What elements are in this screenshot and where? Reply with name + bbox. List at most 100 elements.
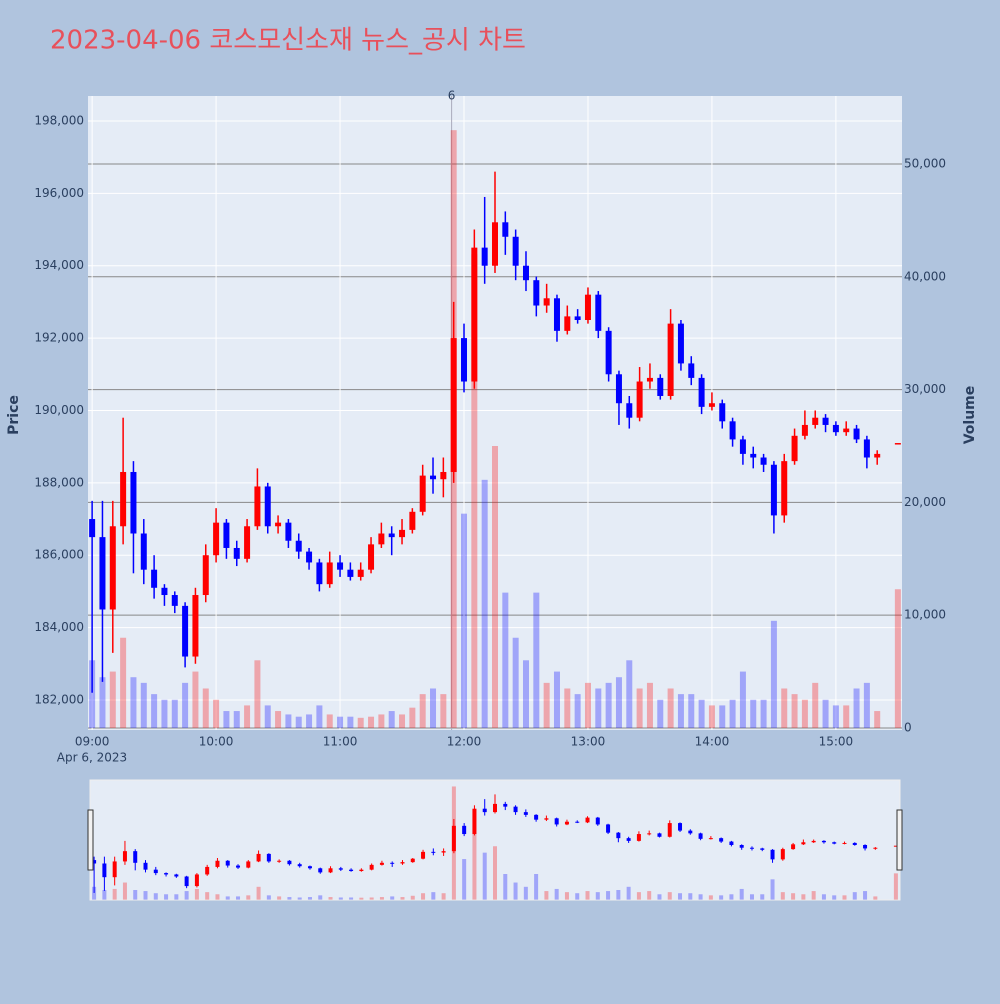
mini-volume-bar [174, 894, 179, 900]
mini-volume-bar [297, 897, 302, 900]
mini-volume-bar [657, 894, 662, 900]
volume-bar [140, 682, 147, 728]
volume-bar [316, 705, 323, 728]
volume-bar [760, 699, 767, 728]
candle-body [729, 421, 736, 440]
mini-volume-bar [472, 809, 477, 900]
volume-bar [874, 711, 881, 728]
candle-body [481, 247, 488, 266]
candle-body [285, 522, 292, 541]
candle-body [843, 428, 850, 433]
y2-tick-label: 50,000 [904, 157, 946, 171]
volume-bar [192, 671, 199, 728]
mini-candle-body [410, 858, 415, 863]
candle-body [719, 403, 726, 422]
candle-body [244, 526, 251, 559]
candle-body [770, 464, 777, 516]
candle-body [760, 457, 767, 465]
mini-volume-bar [893, 873, 898, 900]
mini-candle-body [164, 873, 169, 875]
price-layer [89, 171, 901, 693]
volume-bar [419, 694, 426, 728]
mini-volume-bar [369, 897, 374, 900]
y2-tick-label: 20,000 [904, 495, 946, 509]
mini-volume-bar [852, 892, 857, 900]
candle-body [502, 222, 509, 237]
y2-tick-label: 10,000 [904, 608, 946, 622]
mini-candle-body [133, 851, 138, 863]
mini-volume-bar [585, 891, 590, 900]
mini-candle-body [215, 860, 220, 867]
candle-body [781, 461, 788, 516]
volume-bar [399, 714, 406, 728]
mini-candle-body [852, 842, 857, 845]
x-tick-label: 15:00 [819, 735, 854, 749]
mini-candle-body [390, 862, 395, 864]
slider-handle-left[interactable] [87, 809, 94, 871]
mini-volume-bar [636, 892, 641, 900]
volume-bar [595, 688, 602, 728]
candle-body [543, 298, 550, 306]
candle-body [316, 562, 323, 585]
mini-candle-body [297, 864, 302, 867]
volume-bar [564, 688, 571, 728]
volume-bar [584, 682, 591, 728]
mini-candle-body [595, 817, 600, 825]
mini-candle-body [873, 847, 878, 849]
mini-candle-body [153, 869, 158, 874]
volume-bar [357, 717, 364, 728]
mini-volume-bar [749, 894, 754, 900]
candle-body [430, 475, 437, 480]
y-tick-label: 186,000 [34, 548, 84, 562]
mini-candle-body [729, 841, 734, 845]
candle-body [151, 569, 158, 588]
mini-volume-bar [482, 852, 487, 900]
mini-candle-body [462, 825, 467, 835]
mini-candle-body [811, 840, 816, 843]
volume-bar [130, 677, 137, 728]
mini-volume-bar [821, 894, 826, 900]
candle-body [667, 323, 674, 396]
volume-bar [522, 660, 529, 728]
volume-bar [812, 682, 819, 728]
x-tick-label: 11:00 [323, 735, 358, 749]
mini-volume-bar [678, 893, 683, 900]
candle-body [492, 222, 498, 266]
candle-body [120, 471, 127, 527]
mini-candle-body [266, 853, 271, 862]
candle-body [853, 428, 860, 440]
mini-volume-bar [379, 897, 384, 900]
mini-volume-bar [564, 892, 569, 900]
mini-candle-body [359, 869, 364, 872]
mini-candle-body [472, 808, 477, 835]
volume-bar [388, 711, 395, 728]
y-tick-label: 196,000 [34, 186, 84, 200]
volume-bar [502, 592, 509, 728]
mini-volume-bar [801, 894, 806, 900]
mini-candle-body [92, 860, 97, 864]
volume-bar [832, 705, 839, 728]
candle-body [698, 377, 705, 407]
slider-handle-right[interactable] [896, 809, 903, 871]
mini-candle-body [307, 866, 312, 869]
volume-bar [853, 688, 860, 728]
y-tick-label: 198,000 [34, 113, 84, 127]
mini-volume-bar [277, 896, 282, 900]
mini-volume-bar [153, 893, 158, 900]
candle-body [254, 486, 261, 527]
mini-candle-body [554, 818, 559, 825]
candle-body [461, 338, 468, 382]
mini-candle-body [379, 862, 384, 865]
mini-volume-bar [791, 893, 796, 900]
mini-volume-bar [595, 892, 600, 900]
mini-volume-bar [780, 892, 785, 900]
mini-candle-body [503, 803, 508, 807]
mini-volume-bar [626, 886, 631, 900]
volume-bar [275, 711, 282, 728]
candle-body [708, 403, 715, 407]
mini-volume-bar [184, 891, 189, 900]
mini-volume-bar [410, 895, 415, 900]
x-tick-label: 12:00 [447, 735, 482, 749]
